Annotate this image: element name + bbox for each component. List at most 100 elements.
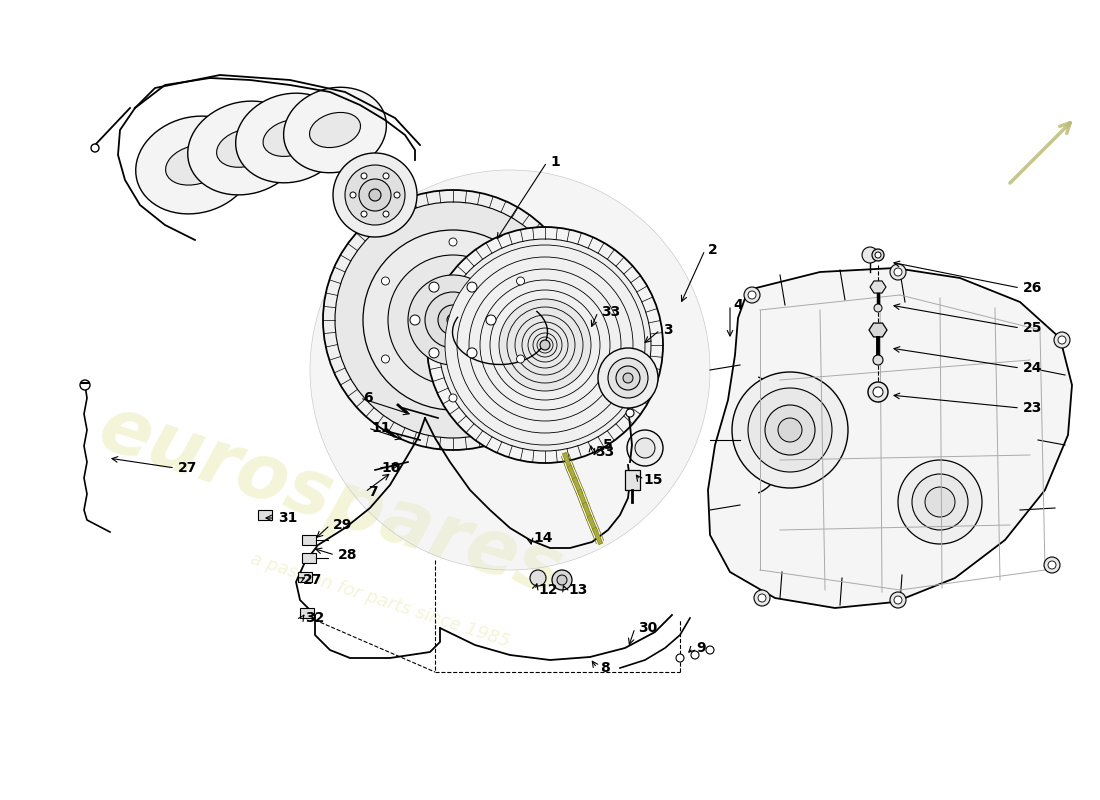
Bar <box>625 470 640 490</box>
Text: 8: 8 <box>600 661 609 675</box>
Circle shape <box>394 192 400 198</box>
Text: 11: 11 <box>371 421 390 435</box>
Bar <box>300 608 313 618</box>
Text: 31: 31 <box>278 511 297 525</box>
Circle shape <box>758 594 766 602</box>
Circle shape <box>427 227 663 463</box>
Circle shape <box>449 238 456 246</box>
Circle shape <box>894 596 902 604</box>
Circle shape <box>345 165 405 225</box>
Circle shape <box>598 348 658 408</box>
Circle shape <box>862 247 878 263</box>
Text: 9: 9 <box>696 641 705 655</box>
Circle shape <box>626 409 634 417</box>
Ellipse shape <box>309 113 361 147</box>
Text: 28: 28 <box>338 548 358 562</box>
Circle shape <box>1058 336 1066 344</box>
Circle shape <box>925 487 955 517</box>
Ellipse shape <box>135 116 254 214</box>
Bar <box>298 572 312 582</box>
Polygon shape <box>870 281 886 293</box>
Circle shape <box>383 211 389 217</box>
Circle shape <box>616 366 640 390</box>
Circle shape <box>764 405 815 455</box>
Circle shape <box>469 269 621 421</box>
Circle shape <box>429 348 439 358</box>
Circle shape <box>517 277 525 285</box>
Circle shape <box>336 202 571 438</box>
Circle shape <box>1048 561 1056 569</box>
Circle shape <box>333 153 417 237</box>
Circle shape <box>447 314 459 326</box>
Text: 24: 24 <box>1023 361 1043 375</box>
Circle shape <box>522 322 568 368</box>
Bar <box>302 553 316 563</box>
Circle shape <box>517 355 525 363</box>
Circle shape <box>894 268 902 276</box>
Circle shape <box>748 388 832 472</box>
Ellipse shape <box>166 145 224 185</box>
Circle shape <box>80 380 90 390</box>
Circle shape <box>408 275 498 365</box>
Circle shape <box>382 355 389 363</box>
Text: 7: 7 <box>368 485 377 499</box>
Polygon shape <box>708 268 1072 608</box>
Text: 2: 2 <box>708 243 717 257</box>
Text: 15: 15 <box>644 473 662 487</box>
Circle shape <box>706 646 714 654</box>
Polygon shape <box>869 323 887 337</box>
Text: a passion for parts since 1985: a passion for parts since 1985 <box>248 550 513 650</box>
Circle shape <box>361 173 367 179</box>
Bar <box>302 535 316 545</box>
Text: 6: 6 <box>363 391 373 405</box>
Circle shape <box>363 230 543 410</box>
Circle shape <box>872 249 884 261</box>
Text: 1: 1 <box>550 155 560 169</box>
Circle shape <box>552 570 572 590</box>
Circle shape <box>623 373 632 383</box>
Circle shape <box>499 299 591 391</box>
Circle shape <box>515 315 575 375</box>
Circle shape <box>368 189 381 201</box>
Text: 4: 4 <box>733 298 742 312</box>
Text: 32: 32 <box>305 611 324 625</box>
Circle shape <box>890 264 906 280</box>
Circle shape <box>456 257 632 433</box>
Circle shape <box>608 358 648 398</box>
Text: 27: 27 <box>302 573 322 587</box>
Text: 23: 23 <box>1023 401 1043 415</box>
Ellipse shape <box>263 119 317 157</box>
Circle shape <box>361 211 367 217</box>
Circle shape <box>468 282 477 292</box>
Text: 25: 25 <box>1023 321 1043 335</box>
Circle shape <box>530 570 546 586</box>
Circle shape <box>310 170 710 570</box>
Text: 3: 3 <box>663 323 672 337</box>
Text: 10: 10 <box>381 461 400 475</box>
Circle shape <box>874 252 881 258</box>
Circle shape <box>627 430 663 466</box>
Circle shape <box>382 277 389 285</box>
Circle shape <box>438 305 468 335</box>
Circle shape <box>1044 557 1060 573</box>
Circle shape <box>1054 332 1070 348</box>
Circle shape <box>557 575 566 585</box>
Text: 26: 26 <box>1023 281 1043 295</box>
Circle shape <box>410 315 420 325</box>
Circle shape <box>540 340 550 350</box>
Circle shape <box>507 307 583 383</box>
Bar <box>258 510 272 520</box>
Circle shape <box>912 474 968 530</box>
Circle shape <box>425 292 481 348</box>
Circle shape <box>744 287 760 303</box>
Circle shape <box>350 192 356 198</box>
Text: 13: 13 <box>568 583 587 597</box>
Circle shape <box>91 144 99 152</box>
Circle shape <box>873 355 883 365</box>
Circle shape <box>439 239 651 451</box>
Circle shape <box>874 304 882 312</box>
Circle shape <box>778 418 802 442</box>
Circle shape <box>754 590 770 606</box>
Circle shape <box>748 291 756 299</box>
Text: 33: 33 <box>601 305 620 319</box>
